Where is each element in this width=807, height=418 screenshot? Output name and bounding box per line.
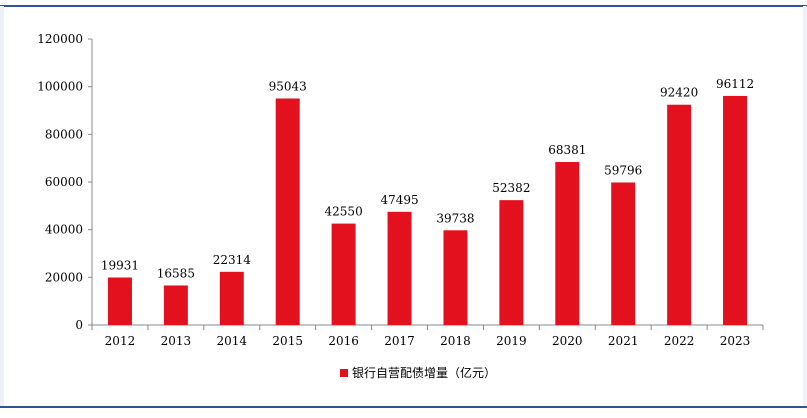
data-label: 96112 — [716, 77, 754, 91]
top-rule — [0, 5, 807, 7]
data-label: 39738 — [436, 211, 474, 225]
legend-swatch — [340, 369, 348, 377]
data-label: 47495 — [380, 193, 418, 207]
bar — [443, 230, 468, 325]
bar — [555, 162, 580, 325]
x-tick-label: 2014 — [217, 334, 248, 348]
x-tick-label: 2012 — [105, 334, 136, 348]
x-axis: 2012 2013 2014 2015 2016 2017 2018 2019 2020 2021… — [91, 324, 764, 348]
data-label: 95043 — [269, 79, 307, 93]
data-label: 68381 — [548, 143, 586, 157]
data-label: 16585 — [157, 266, 195, 280]
data-label: 22314 — [213, 253, 252, 267]
x-tick-label: 2023 — [720, 334, 751, 348]
data-label: 52382 — [492, 181, 530, 195]
x-tick-label: 2022 — [664, 334, 695, 348]
y-tick-label: 20000 — [45, 270, 83, 284]
bar-series — [107, 95, 748, 325]
bar — [107, 277, 132, 325]
x-tick-label: 2018 — [440, 334, 471, 348]
data-label: 42550 — [325, 205, 363, 219]
data-label: 19931 — [101, 258, 139, 272]
bar — [667, 104, 692, 325]
bar — [387, 211, 412, 325]
legend: 银行自营配债增量（亿元） — [340, 365, 496, 380]
data-label: 92420 — [660, 86, 698, 100]
x-tick-label: 2016 — [328, 334, 359, 348]
legend-label: 银行自营配债增量（亿元） — [352, 365, 496, 380]
y-tick-label: 60000 — [45, 175, 83, 189]
bar — [723, 95, 748, 325]
x-tick-label: 2015 — [272, 334, 303, 348]
bar — [275, 98, 300, 325]
y-tick-label: 100000 — [37, 80, 83, 94]
x-tick-label: 2017 — [384, 334, 415, 348]
y-axis: 0 20000 40000 60000 80000 100000 120000 — [37, 32, 93, 332]
y-tick-label: 80000 — [45, 127, 83, 141]
bar — [219, 271, 244, 325]
bottom-rule — [0, 406, 807, 408]
bar — [499, 200, 524, 325]
x-tick-label: 2019 — [496, 334, 527, 348]
right-edge-shade — [803, 6, 807, 408]
left-edge-shade — [0, 6, 4, 408]
data-label: 59796 — [604, 163, 642, 177]
x-tick-label: 2013 — [161, 334, 192, 348]
y-tick-label: 40000 — [45, 223, 83, 237]
y-tick-label: 120000 — [37, 32, 83, 46]
bar — [611, 182, 636, 325]
data-labels: 19931 16585 22314 95043 42550 47495 39738 52382… — [101, 77, 754, 281]
y-tick-label: 0 — [75, 318, 83, 332]
x-tick-label: 2020 — [552, 334, 583, 348]
x-tick-label: 2021 — [608, 334, 639, 348]
bar — [163, 285, 188, 325]
bar — [331, 223, 356, 325]
